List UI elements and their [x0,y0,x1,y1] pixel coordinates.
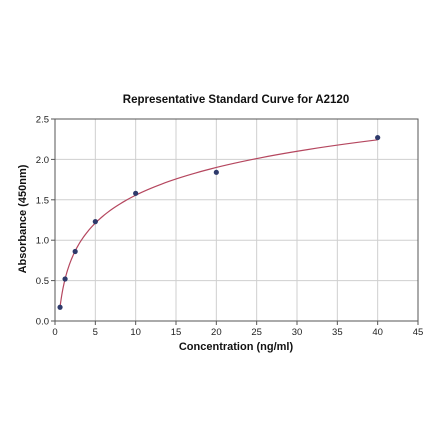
data-point [92,219,98,225]
y-axis-label: Absorbance (450nm) [17,164,29,273]
x-tick-label: 20 [211,327,222,338]
x-tick-label: 5 [93,327,98,338]
data-point [213,169,219,175]
fit-curve-layer [59,139,378,308]
y-tick-label: 0.5 [36,276,49,287]
axes: 0 5 10 15 20 25 30 35 40 45 0.0 0.5 1.0 1.5 2.0 2.5 [36,115,424,339]
data-point [133,190,139,196]
x-tick-label: 45 [413,327,424,338]
x-tick-label: 30 [292,327,303,338]
chart-title: Representative Standard Curve for A2120 [123,94,349,106]
grid [54,118,419,322]
x-tick-label: 10 [130,327,141,338]
data-points [57,134,381,310]
x-tick-label: 0 [52,327,57,338]
fit-curve [59,139,378,308]
y-tick-label: 0.0 [36,317,49,328]
data-point [375,134,381,141]
plot-frame [54,118,419,322]
data-point [72,248,78,255]
y-tick-label: 1.0 [36,236,49,247]
y-tick-label: 1.5 [36,195,49,206]
y-tick-label: 2.5 [36,115,49,126]
y-tick-label: 2.0 [36,155,49,166]
x-tick-label: 25 [251,327,262,338]
data-point [62,276,68,282]
x-tick-label: 35 [332,327,343,338]
x-axis-label: Concentration (ng/ml) [179,341,294,353]
data-point [57,304,63,310]
x-tick-label: 15 [171,327,182,338]
x-tick-label: 40 [372,327,383,338]
